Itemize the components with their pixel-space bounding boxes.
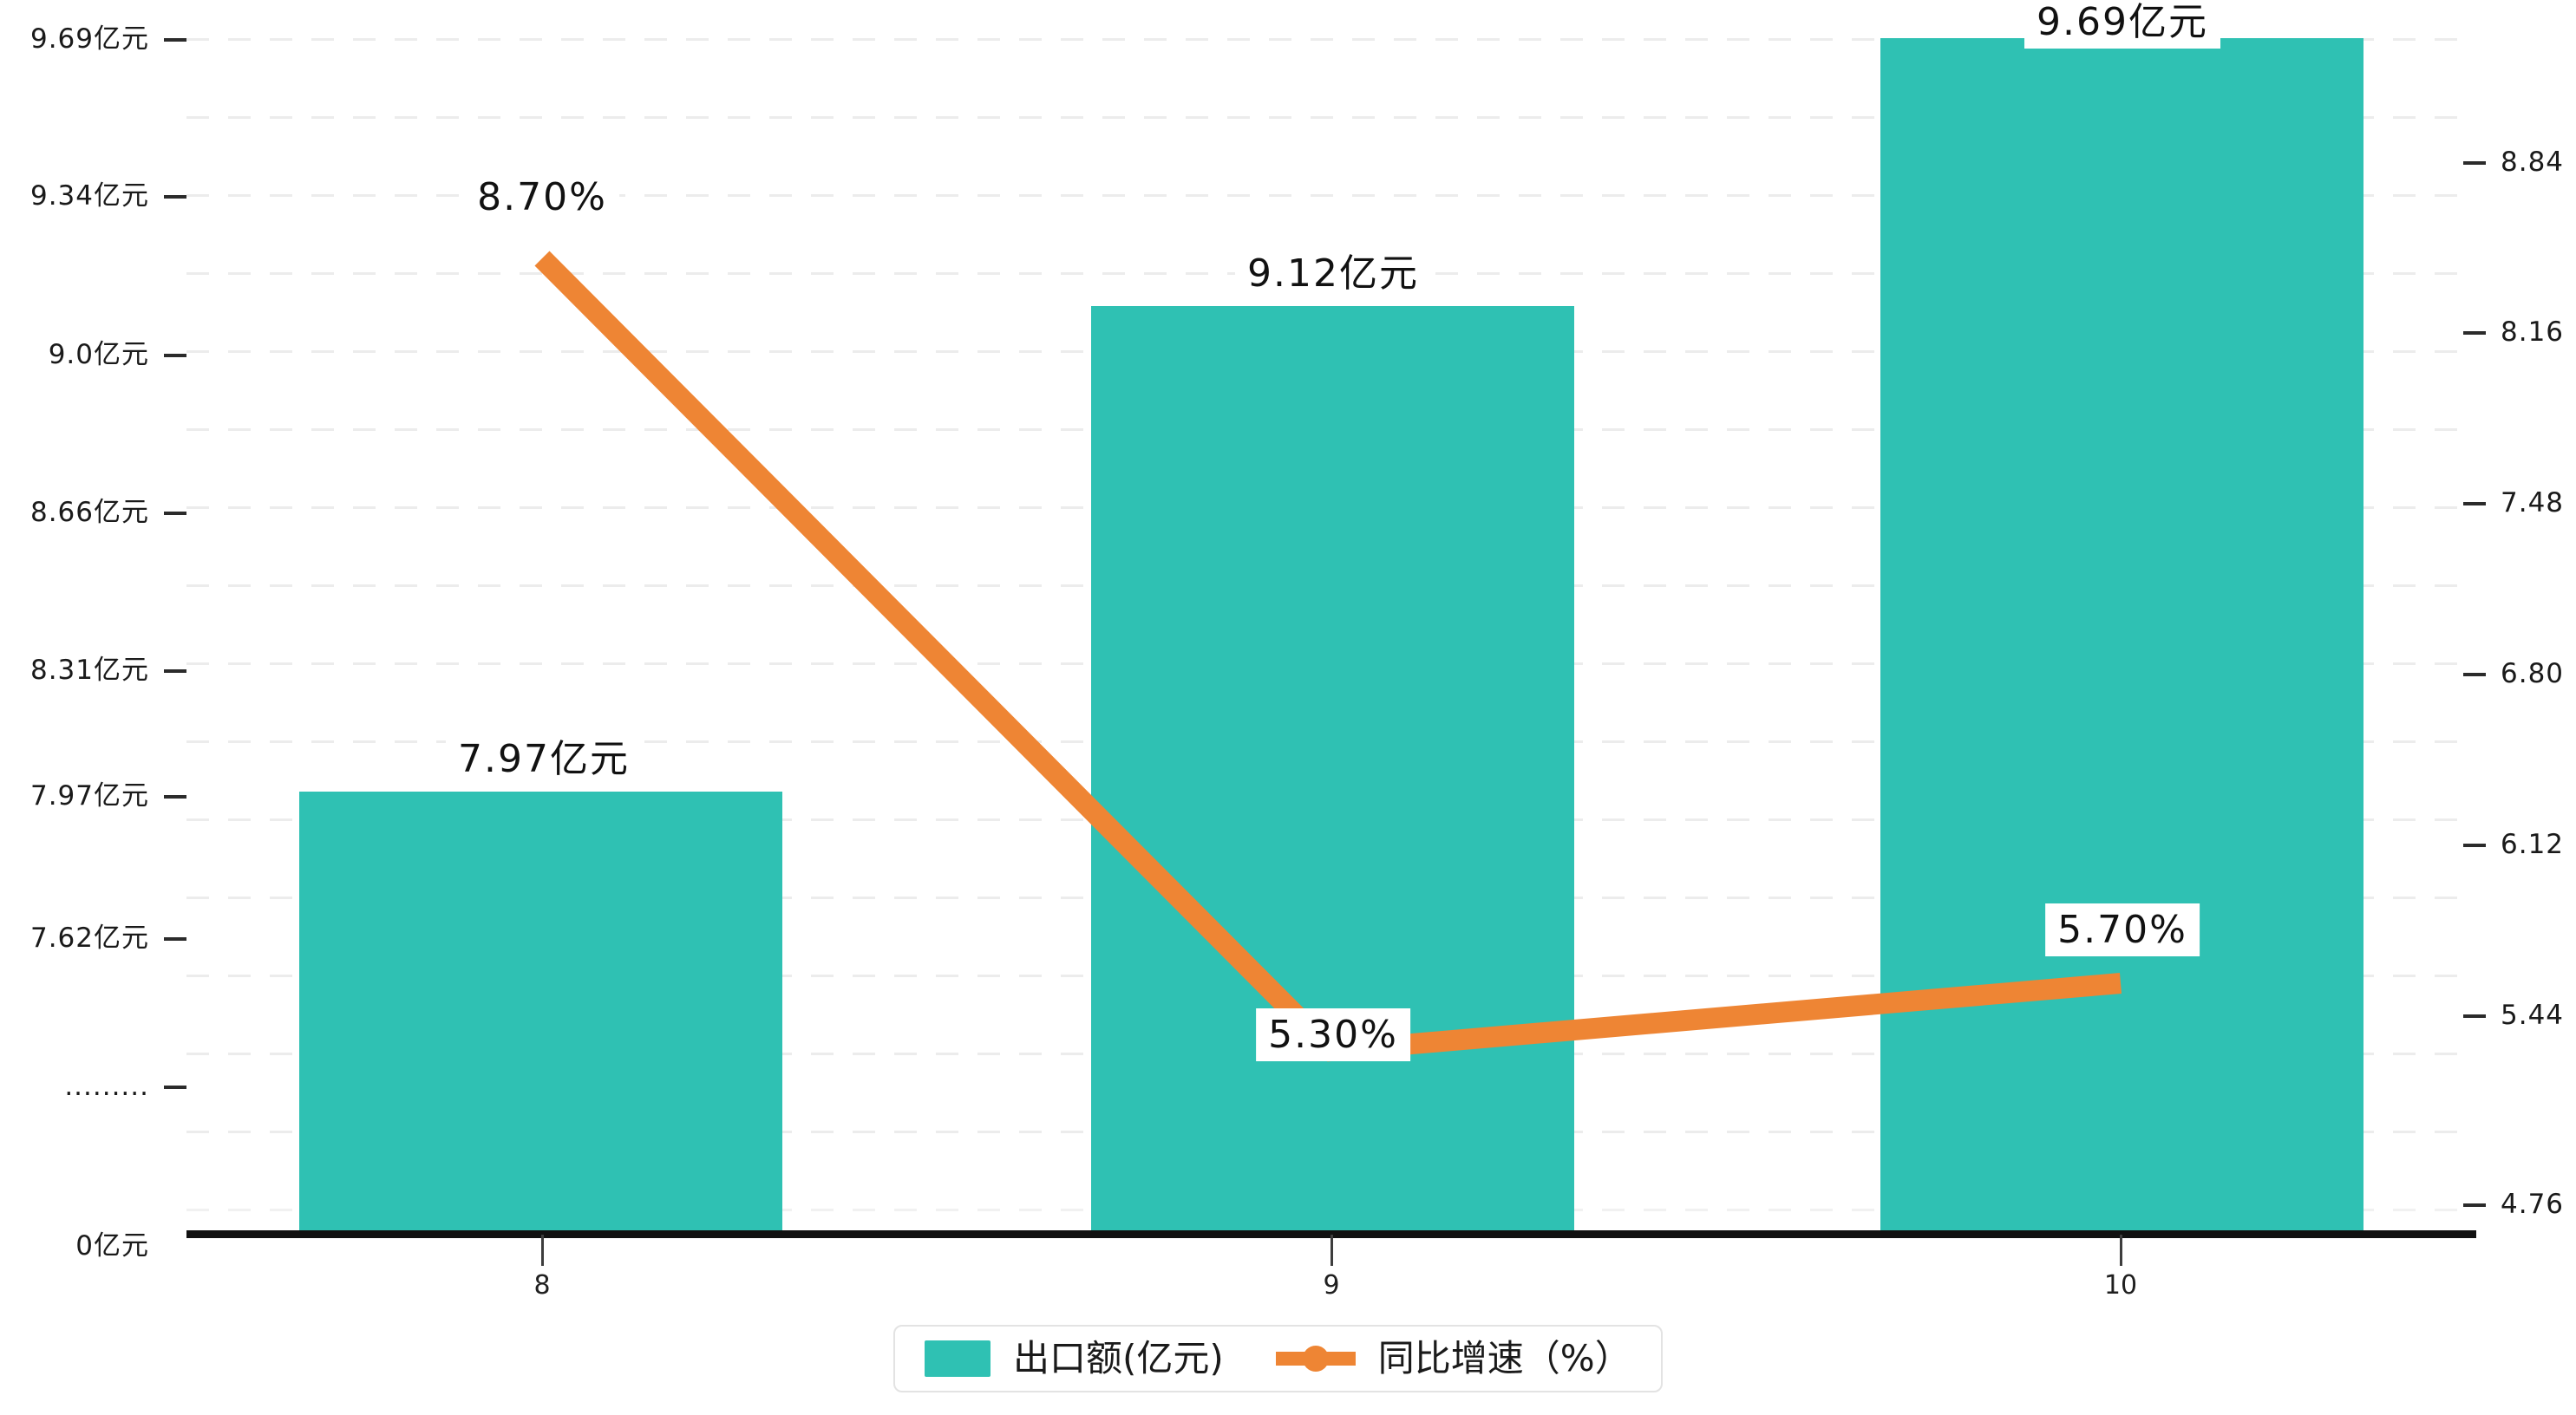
- y-axis-left-tick-label: 0亿元: [75, 1229, 149, 1262]
- tick-dash-icon: [164, 795, 186, 799]
- tick-dash-icon: [2463, 1203, 2486, 1207]
- gridline: [186, 194, 2476, 197]
- line-value-label-9: 5.30%: [1256, 1008, 1410, 1062]
- bar-swatch-icon: [925, 1340, 991, 1377]
- legend-label-export-value: 出口额(亿元): [1013, 1337, 1224, 1379]
- line-value-label-8: 8.70%: [465, 171, 619, 225]
- y-axis-left-tick-label: 9.34亿元: [29, 179, 149, 212]
- y-axis-left-tick-label: 9.0亿元: [48, 338, 149, 370]
- x-tick-mark: [541, 1235, 544, 1266]
- tick-dash-icon: [2463, 502, 2486, 505]
- y-axis-right-tick-label: 7.48: [2501, 486, 2565, 518]
- y-axis-left-tick-label: 7.97亿元: [29, 779, 149, 812]
- bar-8[interactable]: [299, 792, 782, 1234]
- y-axis-right-tick-label: 6.12: [2501, 828, 2565, 860]
- y-axis-right-tick-label: 5.44: [2501, 999, 2565, 1031]
- y-axis-left-tick-label: 9.69亿元: [29, 23, 149, 55]
- line-value-label-10: 5.70%: [2045, 903, 2200, 957]
- y-axis-left-tick-label: .........: [64, 1070, 149, 1102]
- bar-9[interactable]: [1091, 306, 1574, 1234]
- y-axis-right-tick-label: 4.76: [2501, 1188, 2565, 1220]
- y-axis-left-tick-label: 8.66亿元: [29, 496, 149, 528]
- legend-item-export-value[interactable]: 出口额(亿元): [925, 1340, 1224, 1377]
- y-axis-left-tick-label: 8.31亿元: [29, 654, 149, 686]
- tick-dash-icon: [164, 937, 186, 941]
- tick-dash-icon: [164, 354, 186, 357]
- x-tick-mark: [2120, 1235, 2122, 1266]
- y-axis-right-tick-label: 8.84: [2501, 146, 2565, 178]
- legend-item-growth-rate[interactable]: 同比增速（%）: [1275, 1337, 1631, 1379]
- tick-dash-icon: [2463, 673, 2486, 676]
- bar-value-label-8: 7.97亿元: [446, 733, 642, 786]
- x-tick-mark: [1330, 1235, 1333, 1266]
- x-axis-line: [186, 1230, 2476, 1238]
- gridline: [186, 38, 2476, 41]
- tick-dash-icon: [164, 195, 186, 199]
- y-axis-left-tick-label: 7.62亿元: [29, 922, 149, 954]
- chart-legend: 出口额(亿元) 同比增速（%）: [893, 1325, 1663, 1392]
- tick-dash-icon: [2463, 1014, 2486, 1018]
- bar-value-label-9: 9.12亿元: [1235, 247, 1431, 301]
- tick-dash-icon: [2463, 331, 2486, 335]
- bar-10[interactable]: [1880, 38, 2364, 1234]
- tick-dash-icon: [2463, 161, 2486, 165]
- tick-dash-icon: [164, 669, 186, 673]
- legend-label-growth-rate: 同比增速（%）: [1377, 1337, 1631, 1379]
- tick-dash-icon: [164, 512, 186, 515]
- bar-value-label-10: 9.69亿元: [2024, 0, 2220, 49]
- gridline: [186, 116, 2476, 119]
- tick-dash-icon: [2463, 844, 2486, 847]
- x-axis-tick-label-9: 9: [1323, 1270, 1340, 1301]
- tick-dash-icon: [164, 38, 186, 42]
- tick-dash-icon: [164, 1086, 186, 1089]
- y-axis-right-tick-label: 6.80: [2501, 657, 2565, 689]
- x-axis-tick-label-8: 8: [533, 1270, 551, 1301]
- y-axis-right-tick-label: 8.16: [2501, 316, 2565, 348]
- line-dot-swatch-icon: [1275, 1340, 1356, 1377]
- x-axis-tick-label-10: 10: [2103, 1270, 2138, 1301]
